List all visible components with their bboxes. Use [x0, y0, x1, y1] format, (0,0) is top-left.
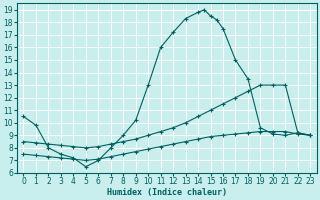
- X-axis label: Humidex (Indice chaleur): Humidex (Indice chaleur): [107, 188, 227, 197]
